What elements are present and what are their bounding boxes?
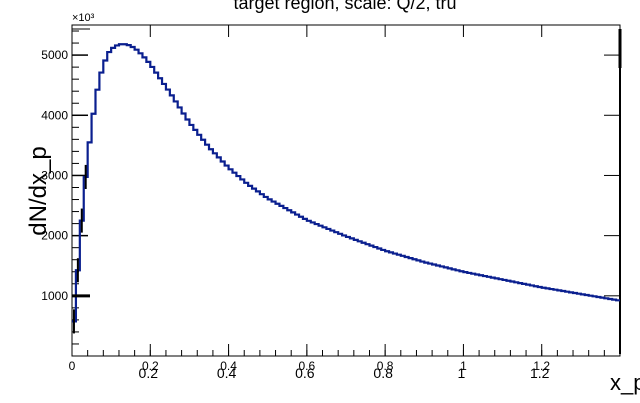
chart-title: target region, scale: Q/2, tru bbox=[233, 0, 456, 13]
series-line bbox=[72, 43, 620, 323]
x-tick-label: 0 bbox=[69, 359, 76, 373]
x-tick-label-shifted: 1 bbox=[458, 365, 466, 381]
x-tick-label: 0.2 bbox=[142, 359, 159, 373]
axes: 1000 2000 3000 4000 5000 0 0.2 0.4 0.6 0.8 1 1.2 0.2… bbox=[41, 24, 622, 381]
x-tick-label: 0.8 bbox=[377, 359, 394, 373]
y-tick-label: 4000 bbox=[41, 108, 68, 122]
y-tick-label: 3000 bbox=[41, 168, 68, 182]
x-tick-label-shifted: 0.4 bbox=[217, 365, 237, 381]
x-tick-label-shifted: 0.6 bbox=[295, 365, 315, 381]
y-tick-label: 1000 bbox=[41, 289, 68, 303]
x-tick-label: 1.2 bbox=[533, 359, 550, 373]
x-axis-label: x_p bbox=[610, 370, 640, 395]
y-tick-label: 2000 bbox=[41, 229, 68, 243]
y-axis-label: dN/dx_p bbox=[25, 146, 52, 235]
plot-area bbox=[72, 28, 620, 334]
x-tick-label: 0.6 bbox=[299, 359, 316, 373]
x-tick-label-shifted: 0.2 bbox=[139, 365, 159, 381]
x-tick-label: 0.4 bbox=[220, 359, 237, 373]
y-multiplier-label: ×10³ bbox=[72, 12, 95, 24]
x-tick-label-shifted: 1.2 bbox=[530, 365, 550, 381]
plot-frame bbox=[71, 24, 621, 357]
x-tick-label: 1 bbox=[460, 359, 467, 373]
x-tick-label-shifted: 0.8 bbox=[373, 365, 393, 381]
y-tick-label: 5000 bbox=[41, 48, 68, 62]
